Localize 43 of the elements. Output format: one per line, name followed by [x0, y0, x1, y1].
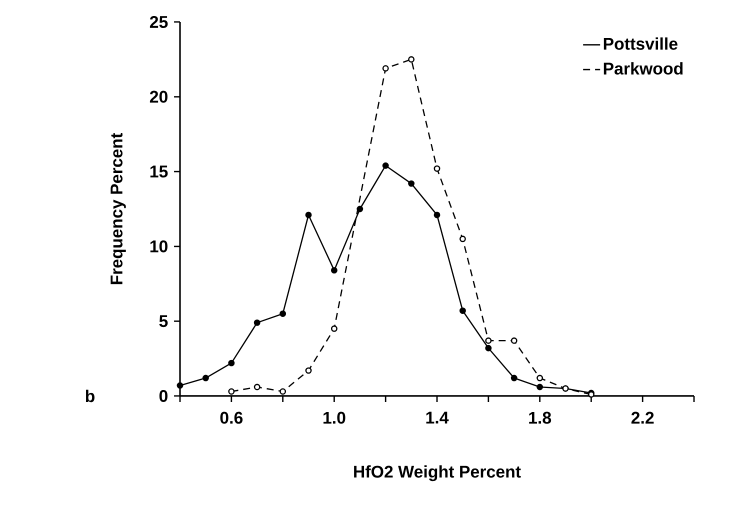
point: [330, 267, 338, 274]
point: [536, 384, 544, 390]
point: [382, 162, 389, 169]
point: [202, 374, 209, 382]
point: [459, 236, 466, 242]
point: [536, 374, 544, 382]
point: [434, 165, 440, 172]
y-tick-label: 20: [150, 90, 168, 103]
point: [254, 384, 260, 390]
legend-label: Parkwood: [604, 62, 683, 75]
y-tick-label: 5: [159, 315, 168, 328]
x-tick-label: 1.0: [324, 412, 346, 424]
point: [408, 56, 415, 63]
point: [485, 337, 492, 344]
x-tick-label: 0.6: [220, 412, 243, 424]
point: [356, 206, 364, 212]
point: [510, 337, 518, 344]
point: [176, 382, 184, 389]
x-tick-label: 1.8: [529, 412, 552, 424]
text: b: [86, 390, 94, 402]
point: [408, 180, 415, 187]
point: [228, 360, 235, 366]
point: [459, 307, 466, 314]
point: [382, 65, 389, 72]
point: [330, 325, 338, 332]
point: [254, 319, 260, 326]
legend-label: Pottsville: [604, 37, 678, 50]
point: [485, 344, 492, 352]
point: [280, 310, 286, 317]
point: [305, 212, 312, 218]
point: [305, 367, 312, 374]
point: [510, 374, 518, 382]
y-axis-title: Frequency Percent: [110, 132, 126, 284]
y-tick-label: 25: [150, 16, 168, 28]
point: [280, 388, 286, 395]
point: [434, 212, 440, 218]
point: [228, 388, 235, 395]
y-tick-label: 0: [159, 390, 168, 402]
x-tick-label: 1.4: [426, 412, 449, 424]
y-tick-label: 15: [150, 166, 168, 178]
x-tick-label: 2.2: [631, 412, 654, 424]
x-axis-title: HfO2 Weight Percent: [354, 465, 521, 482]
y-tick-label: 10: [150, 240, 168, 252]
